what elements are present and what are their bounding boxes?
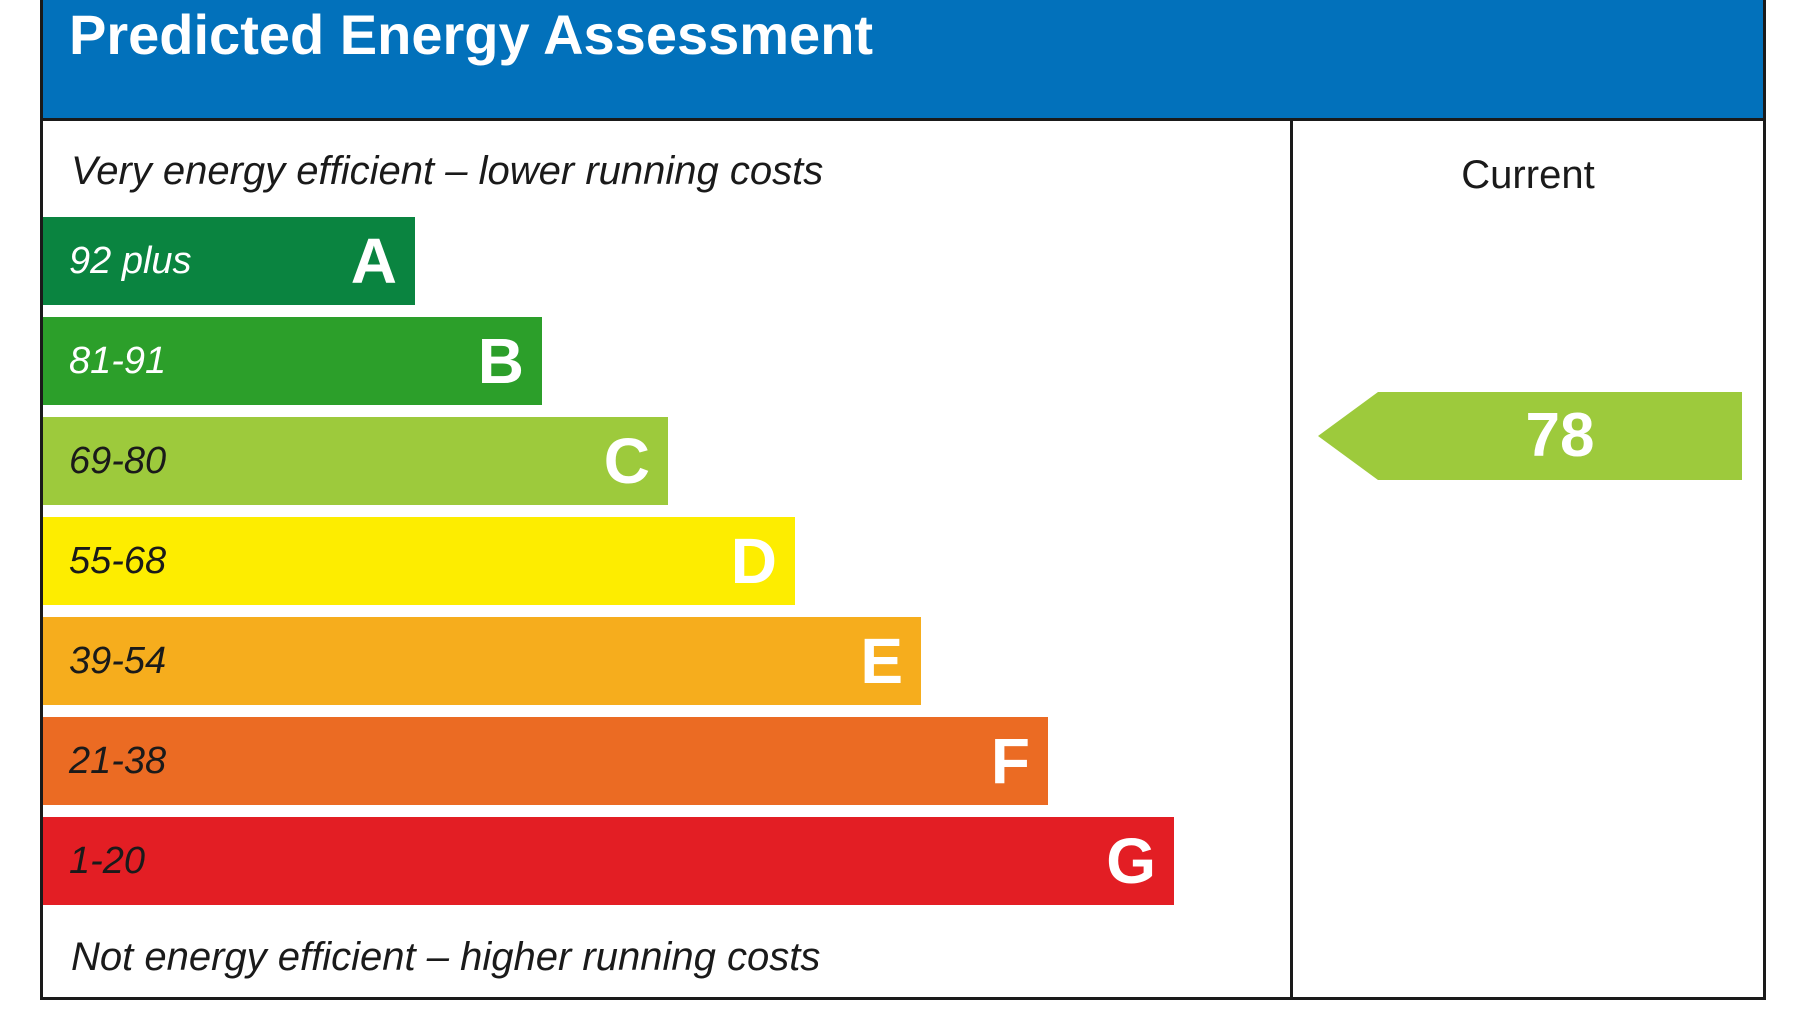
- band-range-label: 21-38: [69, 740, 167, 782]
- current-column-header: Current: [1461, 153, 1595, 197]
- band-e: 39-54 E: [43, 617, 921, 705]
- rating-bands: 92 plus A 81-91 B 69-80 C 55-68 D 39-54 E 21-38 F 1-…: [43, 0, 1290, 993]
- chart-title: Predicted Energy Assessment: [69, 3, 874, 66]
- band-b: 81-91 B: [43, 317, 542, 405]
- current-rating-value: 78: [1525, 401, 1595, 470]
- band-f: 21-38 F: [43, 717, 1048, 805]
- band-letter-label: C: [603, 425, 650, 497]
- band-range-label: 81-91: [69, 340, 167, 382]
- header-bar: Predicted Energy Assessment: [43, 0, 1763, 121]
- column-divider: [1290, 121, 1293, 997]
- band-letter-label: A: [350, 225, 397, 297]
- epc-chart: Predicted Energy Assessment 92 plus A 81-9…: [40, 0, 1766, 1000]
- band-range-label: 92 plus: [69, 240, 192, 282]
- band-letter-label: E: [860, 625, 903, 697]
- band-range-label: 39-54: [69, 640, 167, 682]
- band-letter-label: D: [730, 525, 777, 597]
- band-range-label: 69-80: [69, 440, 167, 482]
- band-range-label: 55-68: [69, 540, 167, 582]
- band-range-label: 1-20: [69, 840, 146, 882]
- band-letter-label: B: [477, 325, 524, 397]
- band-c: 69-80 C: [43, 417, 668, 505]
- band-d: 55-68 D: [43, 517, 795, 605]
- band-g: 1-20 G: [43, 817, 1174, 905]
- bottom-caption: Not energy efficient – higher running co…: [71, 935, 821, 979]
- current-rating-arrow: 78: [1318, 392, 1742, 480]
- top-caption: Very energy efficient – lower running co…: [71, 149, 824, 193]
- arrow-shape: [1318, 392, 1742, 480]
- band-letter-label: F: [990, 725, 1030, 797]
- band-a: 92 plus A: [43, 217, 415, 305]
- band-letter-label: G: [1106, 825, 1156, 897]
